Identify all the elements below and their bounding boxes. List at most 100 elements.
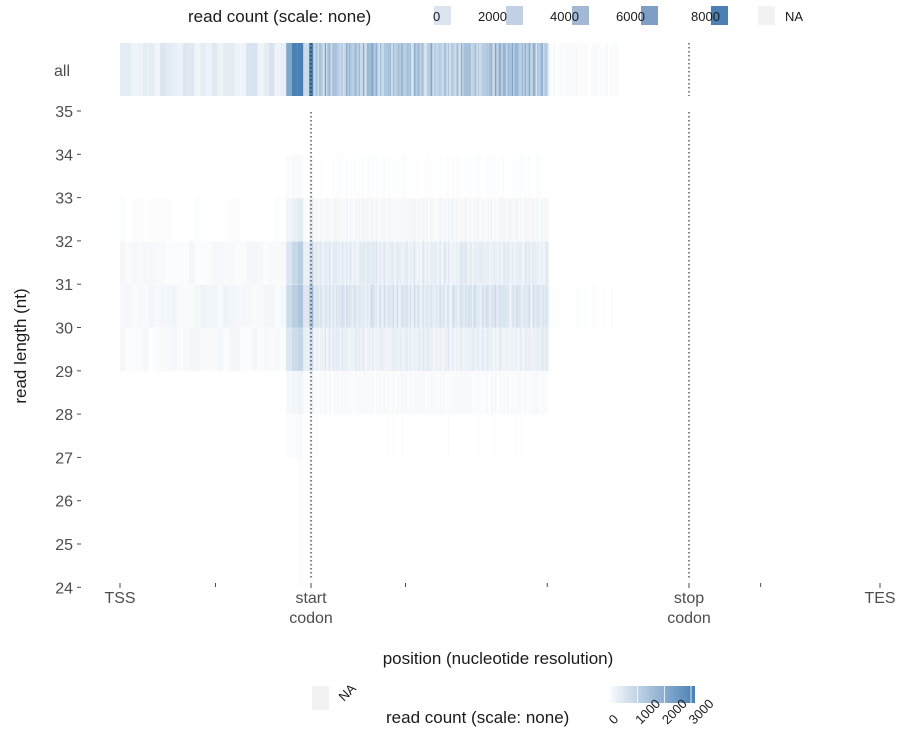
heatmap-cell [476, 198, 478, 242]
heatmap-cell [311, 43, 314, 96]
heatmap-cell [467, 328, 470, 372]
heatmap-cell [448, 371, 450, 415]
heatmap-cell [435, 328, 437, 372]
heatmap-cell [477, 43, 480, 96]
heatmap-cell [311, 371, 314, 415]
heatmap-cell [496, 43, 498, 96]
y-tick-label: 24 [55, 580, 73, 597]
heatmap-cell [360, 241, 362, 285]
heatmap-cell [321, 43, 324, 96]
heatmap-cell [533, 284, 535, 328]
heatmap-cell [465, 328, 467, 372]
heatmap-cell [414, 328, 416, 372]
heatmap-cell [432, 198, 434, 242]
heatmap-cell [578, 43, 580, 96]
heatmap-cell [402, 328, 405, 372]
heatmap-cell [353, 284, 355, 328]
heatmap-cell [361, 43, 363, 96]
heatmap-cell [514, 371, 516, 415]
heatmap-cell [291, 43, 298, 96]
heatmap-cell [419, 198, 422, 242]
heatmap-cell [286, 43, 292, 96]
heatmap-cell [280, 328, 287, 372]
heatmap-cell [560, 43, 562, 96]
heatmap-cell [404, 328, 406, 372]
heatmap-cell [303, 284, 310, 328]
heatmap-cell [327, 43, 329, 96]
heatmap-cell [323, 328, 325, 372]
heatmap-cell [489, 241, 491, 285]
heatmap-cell [351, 43, 353, 96]
heatmap-cell [404, 198, 406, 242]
bottom-legend-na-label: NA [336, 681, 360, 705]
heatmap-cell [531, 241, 534, 285]
heatmap-cell [535, 43, 538, 96]
heatmap-cell [317, 241, 319, 285]
heatmap-cell [528, 328, 531, 372]
heatmap-cell [524, 328, 526, 372]
heatmap-cell [344, 284, 346, 328]
heatmap-cell [456, 241, 458, 285]
landmark-lines [310, 43, 690, 580]
heatmap-cell [462, 284, 464, 328]
heatmap-cell [541, 371, 543, 415]
y-tick-label: 27 [55, 450, 73, 467]
heatmap-cell [374, 198, 376, 242]
heatmap-cell [319, 328, 321, 372]
heatmap-cell [371, 198, 373, 242]
heatmap-cell [594, 43, 596, 96]
heatmap-cell [378, 284, 380, 328]
heatmap-cell [381, 198, 383, 242]
heatmap-cell [492, 328, 494, 372]
heatmap-cell [517, 284, 519, 328]
heatmap-cell [120, 198, 126, 242]
heatmap-cell [364, 198, 366, 242]
heatmap-cell [148, 284, 155, 328]
heatmap-cell [442, 241, 444, 285]
heatmap-cell [385, 43, 388, 96]
heatmap-cell [177, 284, 183, 328]
bottom-legend: NA read count (scale: none) 0 10002000300… [312, 681, 717, 727]
heatmap-cell [439, 241, 441, 285]
heatmap-cell [240, 241, 246, 285]
heatmap-cell [371, 328, 373, 372]
heatmap-cell [516, 241, 518, 285]
heatmap-cell [432, 328, 434, 372]
heatmap-cell [426, 154, 429, 198]
heatmap-cell [487, 241, 490, 285]
heatmap-cell [500, 241, 502, 285]
heatmap-cell [228, 43, 235, 96]
heatmap-cell [392, 154, 395, 198]
heatmap-cell [370, 284, 372, 328]
heatmap-cell [350, 154, 352, 198]
heatmap-cell [394, 198, 396, 242]
heatmap-cell [455, 241, 457, 285]
heatmap-cell [286, 241, 292, 285]
heatmap-cell [455, 328, 457, 372]
heatmap-cell [406, 328, 409, 372]
heatmap-cell [142, 284, 149, 328]
heatmap-cell [357, 371, 359, 415]
heatmap-cell [251, 328, 258, 372]
heatmap-cell [357, 43, 359, 96]
heatmap-cell [457, 328, 460, 372]
heatmap-cell [348, 43, 351, 96]
heatmap-cell [494, 414, 497, 458]
heatmap-cell [120, 241, 126, 285]
heatmap-cell [354, 328, 356, 372]
heatmap-cell [377, 371, 379, 415]
heatmap-cell [431, 241, 433, 285]
heatmap-cell [547, 198, 549, 242]
heatmap-cell [327, 241, 329, 285]
heatmap-cell [321, 371, 324, 415]
heatmap-cell [476, 241, 478, 285]
heatmap-cell [314, 241, 317, 285]
heatmap-cell [408, 328, 410, 372]
heatmap-cell [575, 284, 577, 328]
heatmap-cell [591, 43, 593, 96]
heatmap-cell [446, 241, 448, 285]
top-legend-na-label: NA [785, 9, 803, 24]
heatmap-cell [257, 284, 264, 328]
heatmap-cell [540, 371, 542, 415]
heatmap-cell [411, 198, 413, 242]
